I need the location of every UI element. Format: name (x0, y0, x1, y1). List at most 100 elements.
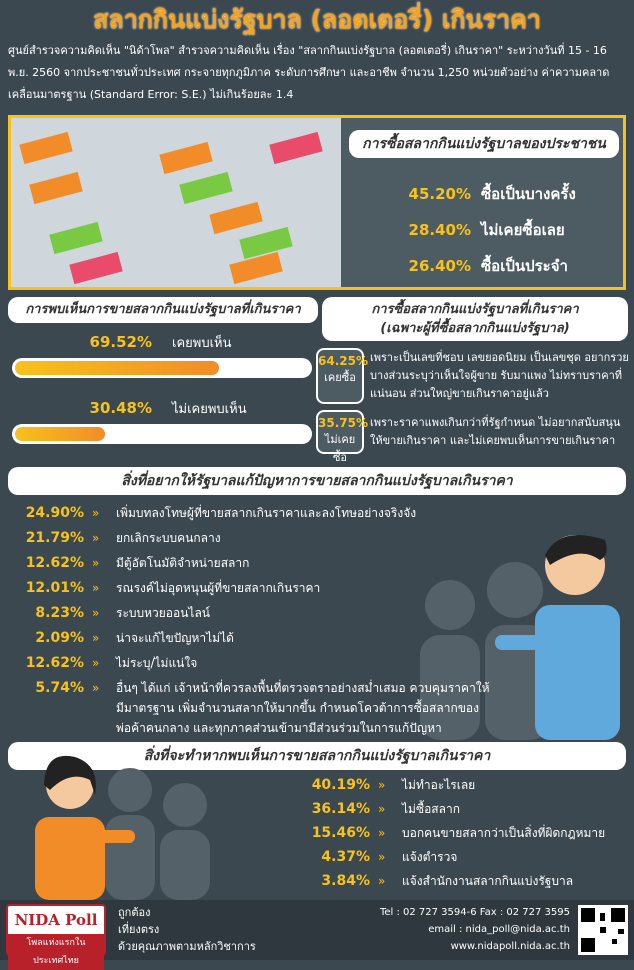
percent: 24.90% (25, 505, 84, 521)
arrow: » (378, 874, 386, 888)
label: ไม่ทำอะไรเลย (402, 778, 476, 792)
label: เคยซื้อ (324, 371, 356, 384)
arrow: » (92, 506, 100, 520)
footer: NIDA Poll โพลแห่งแรกในประเทศไทย ถูกต้องเ… (0, 900, 634, 970)
arrow: » (92, 631, 100, 645)
arrow: » (92, 581, 100, 595)
section-header: การซื้อสลากกินแบ่งรัฐบาลที่เกินราคา (เฉพ… (322, 297, 628, 341)
percent: 12.62% (25, 655, 84, 671)
label: อื่นๆ ได้แก่ เจ้าหน้าที่ควรลงพื้นที่ตรวจ… (116, 681, 490, 735)
ticket-image (11, 118, 341, 287)
tagline: เที่ยงตรง (118, 923, 160, 936)
logo: NIDA Poll โพลแห่งแรกในประเทศไทย (6, 904, 106, 970)
item: 5.74% » อื่นๆ ได้แก่ เจ้าหน้าที่ควรลงพื้นท… (20, 678, 490, 738)
item-label-row: 69.52% เคยพบเห็น (12, 330, 312, 354)
item: 64.25% เคยซื้อ เพราะเป็นเลขที่ชอบ เลขยอดนิ… (316, 348, 630, 404)
arrow: » (378, 778, 386, 792)
percent: 40.19% (311, 777, 370, 793)
item: 12.62% » มีตู้อัตโนมัติจำหน่ายสลาก (20, 553, 490, 578)
percent: 64.25% (318, 354, 368, 368)
percent: 35.75% (318, 416, 368, 430)
item: 36.14% » ไม่ซื้อสลาก (290, 799, 630, 823)
item: 26.40% ซื้อเป็นประจำ (391, 248, 621, 284)
label: แจ้งตำรวจ (402, 850, 458, 864)
label: ซื้อเป็นบางครั้ง (481, 185, 576, 203)
section-title: สิ่งที่อยากให้รัฐบาลแก้ปัญหาการขายสลากกิ… (8, 467, 626, 495)
section-title: สิ่งที่จะทำหากพบเห็นการขายสลากกินแบ่งรัฐ… (8, 742, 626, 770)
item: 35.75% ไม่เคยซื้อ เพราะราคาแพงเกินกว่าที่ร… (316, 410, 630, 464)
item: 3.84% » แจ้งสำนักงานสลากกินแบ่งรัฐบาล (290, 871, 630, 895)
item: 4.37% » แจ้งตำรวจ (290, 847, 630, 871)
item: 28.40% ไม่เคยซื้อเลย (391, 212, 621, 248)
arrow: » (92, 556, 100, 570)
slogan: โพลแห่งแรกในประเทศไทย (8, 934, 104, 970)
arrow: » (378, 802, 386, 816)
item: 24.90% » เพิ่มบทลงโทษผู้ที่ขายสลากเกินราคา… (20, 503, 490, 528)
percent: 21.79% (25, 530, 84, 546)
label: เพิ่มบทลงโทษผู้ที่ขายสลากเกินราคาและลงโท… (116, 506, 417, 520)
section-title: การพบเห็นการขายสลากกินแบ่งรัฐบาลที่เกินร… (8, 297, 318, 323)
section-title: การซื้อสลากกินแบ่งรัฐบาลที่เกินราคา (371, 302, 579, 317)
reason: เพราะราคาแพงเกินกว่าที่รัฐกำหนด ไม่อยากส… (370, 416, 621, 447)
label: น่าจะแก้ไขปัญหาไม่ได้ (116, 631, 234, 645)
item-label-row: 30.48% ไม่เคยพบเห็น (12, 396, 312, 420)
label: ระบบหวยออนไลน์ (116, 606, 211, 620)
percent: 4.37% (321, 849, 370, 865)
percent: 28.40% (408, 221, 471, 239)
bar-track (12, 358, 312, 378)
people-illustration (420, 535, 620, 740)
item: 8.23% » ระบบหวยออนไลน์ (20, 603, 490, 628)
label: ไม่ระบุ/ไม่แน่ใจ (116, 656, 198, 670)
tagline: ถูกต้อง (118, 906, 151, 919)
buying-panel: การซื้อสลากกินแบ่งรัฐบาลของประชาชน 45.20… (8, 115, 626, 290)
label: บอกคนขายสลากว่าเป็นสิ่งที่ผิดกฎหมาย (402, 826, 606, 840)
item: 45.20% ซื้อเป็นบางครั้ง (391, 176, 621, 212)
arrow: » (92, 656, 100, 670)
logo-text: NIDA Poll (14, 911, 98, 929)
percent: 36.14% (311, 801, 370, 817)
item: 15.46% » บอกคนขายสลากว่าเป็นสิ่งที่ผิดกฎหม… (290, 823, 630, 847)
arrow: » (92, 531, 100, 545)
tel: Tel : 02 727 3594-6 Fax : 02 727 3595 (379, 907, 570, 918)
percent: 26.40% (408, 257, 471, 275)
bar (15, 361, 220, 375)
label: ไม่เคยซื้อ (324, 433, 356, 464)
percent: 45.20% (408, 185, 471, 203)
badge: 35.75% ไม่เคยซื้อ (316, 410, 368, 464)
percent: 5.74% (35, 680, 84, 696)
label: รณรงค์ไม่อุดหนุนผู้ที่ขายสลากเกินราคา (116, 581, 321, 595)
email: email : nida_poll@nida.ac.th (428, 924, 570, 935)
percent: 3.84% (321, 873, 370, 889)
label: ยกเลิกระบบคนกลาง (116, 531, 221, 545)
bar (15, 427, 105, 441)
label: แจ้งสำนักงานสลากกินแบ่งรัฐบาล (402, 874, 574, 888)
percent: 8.23% (35, 605, 84, 621)
label: ซื้อเป็นประจำ (481, 257, 568, 275)
badge: 64.25% เคยซื้อ (316, 348, 368, 404)
label: ไม่ซื้อสลาก (402, 802, 460, 816)
percent: 12.01% (25, 580, 84, 596)
title: สลากกินแบ่งรัฐบาล (ลอตเตอรี่) เกินราคา (93, 5, 541, 34)
label: ไม่เคยพบเห็น (172, 401, 247, 417)
item: 12.62% » ไม่ระบุ/ไม่แน่ใจ (20, 653, 490, 678)
arrow: » (378, 850, 386, 864)
section-title: การซื้อสลากกินแบ่งรัฐบาลของประชาชน (349, 130, 619, 158)
arrow: » (92, 681, 100, 695)
item: 12.01% » รณรงค์ไม่อุดหนุนผู้ที่ขายสลากเกิน… (20, 578, 490, 603)
label: มีตู้อัตโนมัติจำหน่ายสลาก (116, 556, 250, 570)
label: ไม่เคยซื้อเลย (481, 221, 565, 239)
reason: เพราะเป็นเลขที่ชอบ เลขยอดนิยม เป็นเลขชุด… (370, 351, 629, 400)
tagline: ด้วยคุณภาพตามหลักวิชาการ (118, 940, 256, 953)
item: 2.09% » น่าจะแก้ไขปัญหาไม่ได้ (20, 628, 490, 653)
section-subtitle: (เฉพาะผู้ที่ซื้อสลากกินแบ่งรัฐบาล) (380, 321, 570, 336)
percent: 12.62% (25, 555, 84, 571)
intro: ศูนย์สำรวจความคิดเห็น "นิด้าโพล" สำรวจคว… (8, 44, 610, 101)
percent: 30.48% (89, 399, 152, 417)
item: 40.19% » ไม่ทำอะไรเลย (290, 775, 630, 799)
arrow: » (378, 826, 386, 840)
percent: 2.09% (35, 630, 84, 646)
people-illustration (35, 755, 210, 900)
percent: 15.46% (311, 825, 370, 841)
bar-track (12, 424, 312, 444)
